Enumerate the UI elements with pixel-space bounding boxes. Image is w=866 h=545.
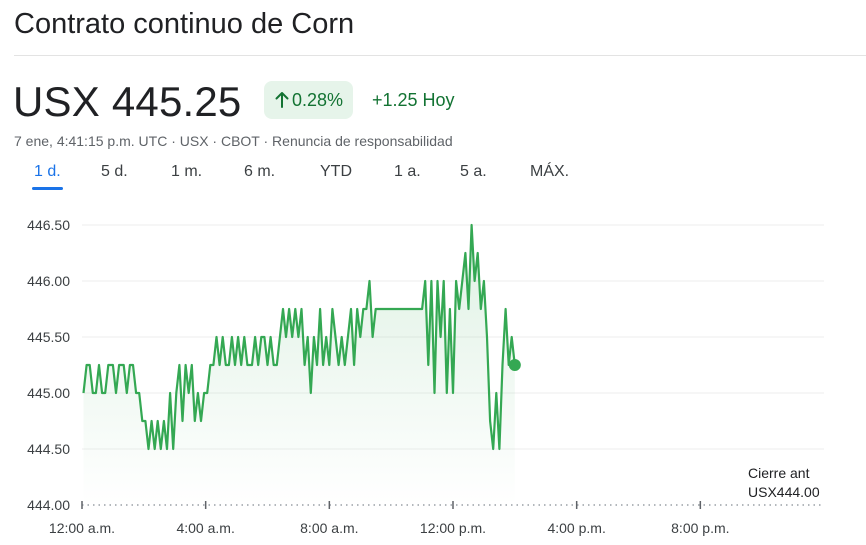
- tab-1-year[interactable]: 1 a.: [394, 163, 421, 180]
- tab-max[interactable]: MÁX.: [530, 163, 570, 180]
- y-axis: 444.00 444.50 445.00 445.50 446.00 446.50: [27, 217, 70, 513]
- x-tick-label: 8:00 a.m.: [300, 520, 358, 536]
- last-price-point: [508, 359, 521, 371]
- previous-close-value: USX444.00: [748, 484, 820, 500]
- x-tick-label: 12:00 p.m.: [420, 520, 486, 536]
- change-percent-badge: 0.28%: [264, 81, 354, 119]
- y-tick-label: 444.00: [27, 497, 70, 513]
- tab-5-years[interactable]: 5 a.: [460, 163, 487, 180]
- tab-1-day[interactable]: 1 d.: [32, 163, 63, 190]
- previous-close-label: Cierre ant: [748, 465, 810, 481]
- x-axis: 12:00 a.m. 4:00 a.m. 8:00 a.m. 12:00 p.m. 4:…: [49, 501, 824, 536]
- price-chart[interactable]: 444.00 444.50 445.00 445.50 446.00 446.50 12:…: [0, 200, 866, 545]
- tab-6-months[interactable]: 6 m.: [244, 163, 276, 180]
- y-tick-label: 444.50: [27, 441, 70, 457]
- tab-ytd[interactable]: YTD: [320, 163, 352, 180]
- page-title: Contrato continuo de Corn: [14, 8, 355, 40]
- tab-1-month[interactable]: 1 m.: [171, 163, 203, 180]
- y-tick-label: 446.00: [27, 273, 70, 289]
- price-area: [83, 225, 515, 505]
- x-tick-label: 8:00 p.m.: [671, 520, 729, 536]
- x-tick-label: 4:00 a.m.: [176, 520, 234, 536]
- price-line: [82, 223, 516, 451]
- tab-5-days[interactable]: 5 d.: [101, 163, 128, 180]
- arrow-up-icon: [275, 92, 289, 108]
- x-tick-label: 12:00 a.m.: [49, 520, 115, 536]
- change-percent: 0.28%: [292, 89, 344, 110]
- previous-close-note: Cierre ant USX444.00: [748, 464, 820, 502]
- quote-meta: 7 ene, 4:41:15 p.m. UTC · USX · CBOT · R…: [14, 133, 453, 149]
- x-tick-label: 4:00 p.m.: [547, 520, 605, 536]
- change-absolute: +1.25 Hoy: [372, 90, 455, 110]
- current-price: USX 445.25: [13, 78, 242, 125]
- y-tick-label: 445.00: [27, 385, 70, 401]
- header-divider: [14, 55, 866, 56]
- y-tick-label: 446.50: [27, 217, 70, 233]
- y-tick-label: 445.50: [27, 329, 70, 345]
